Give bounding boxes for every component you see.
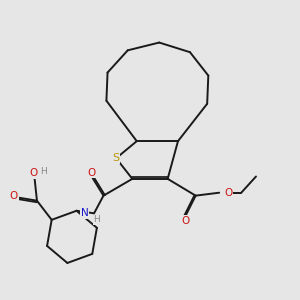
Text: S: S bbox=[112, 153, 120, 163]
Text: O: O bbox=[181, 216, 190, 226]
Text: O: O bbox=[29, 168, 37, 178]
Text: O: O bbox=[224, 188, 232, 198]
Text: O: O bbox=[87, 168, 95, 178]
Text: H: H bbox=[93, 215, 100, 224]
Text: N: N bbox=[81, 208, 89, 218]
Text: O: O bbox=[10, 191, 18, 201]
Text: H: H bbox=[40, 167, 47, 176]
